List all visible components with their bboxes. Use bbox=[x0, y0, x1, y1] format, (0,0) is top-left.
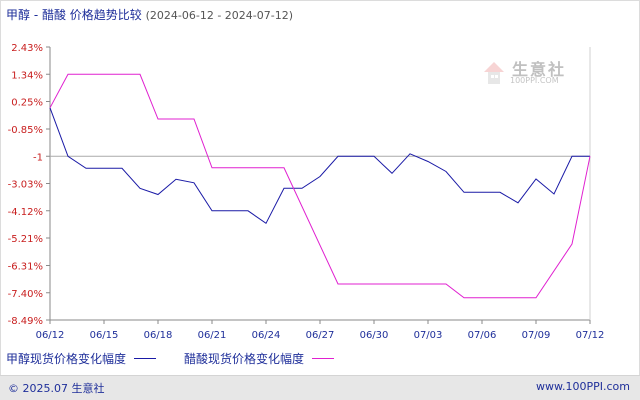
x-tick-label: 07/09 bbox=[522, 330, 551, 341]
y-tick-label: -3.03% bbox=[8, 180, 43, 191]
legend-label-acetic-acid: 醋酸现货价格变化幅度 bbox=[184, 352, 305, 366]
x-tick-label: 06/27 bbox=[306, 330, 335, 341]
y-tick-label: -1 bbox=[33, 152, 43, 163]
y-tick-label: 2.43% bbox=[11, 43, 43, 54]
x-tick-label: 06/24 bbox=[252, 330, 281, 341]
legend-swatch-acetic-acid bbox=[312, 358, 335, 359]
y-tick-label: 1.34% bbox=[11, 70, 43, 81]
y-tick-label: -8.49% bbox=[8, 316, 43, 327]
footer-bar: © 2025.07 生意社 www.100PPI.com bbox=[0, 375, 640, 400]
y-tick-label: -7.40% bbox=[8, 289, 43, 300]
watermark-logo-icon bbox=[484, 62, 504, 84]
x-tick-label: 07/12 bbox=[576, 330, 605, 341]
title-text: 甲醇 - 醋酸 价格趋势比较 bbox=[6, 8, 142, 22]
x-tick-label: 06/21 bbox=[198, 330, 227, 341]
series-line-methanol bbox=[49, 107, 590, 225]
legend-swatch-methanol bbox=[134, 358, 157, 359]
x-tick-label: 07/03 bbox=[414, 330, 443, 341]
series-line-acetic-acid bbox=[49, 73, 591, 299]
footer-copyright: © 2025.07 生意社 bbox=[8, 382, 105, 395]
y-tick-label: -5.21% bbox=[8, 234, 43, 245]
y-tick-label: -6.31% bbox=[8, 262, 43, 273]
watermark-url: 100PPI.COM bbox=[510, 76, 559, 85]
y-tick-label: 0.25% bbox=[11, 98, 43, 109]
watermark-name: 生意社 bbox=[512, 60, 567, 79]
y-tick-label: -4.12% bbox=[8, 207, 43, 218]
title-date-range: (2024-06-12 - 2024-07-12) bbox=[145, 9, 294, 22]
x-tick-label: 06/15 bbox=[90, 330, 119, 341]
x-tick-label: 06/12 bbox=[36, 330, 65, 341]
x-tick-label: 07/06 bbox=[468, 330, 497, 341]
y-tick-label: -0.85% bbox=[8, 125, 43, 136]
footer-site-link[interactable]: www.100PPI.com bbox=[536, 380, 630, 393]
chart-legend: 甲醇现货价格变化幅度 醋酸现货价格变化幅度 bbox=[6, 350, 362, 367]
x-tick-label: 06/30 bbox=[360, 330, 389, 341]
x-tick-label: 06/18 bbox=[144, 330, 173, 341]
legend-label-methanol: 甲醇现货价格变化幅度 bbox=[6, 352, 127, 366]
chart-title: 甲醇 - 醋酸 价格趋势比较 (2024-06-12 - 2024-07-12) bbox=[6, 6, 293, 23]
